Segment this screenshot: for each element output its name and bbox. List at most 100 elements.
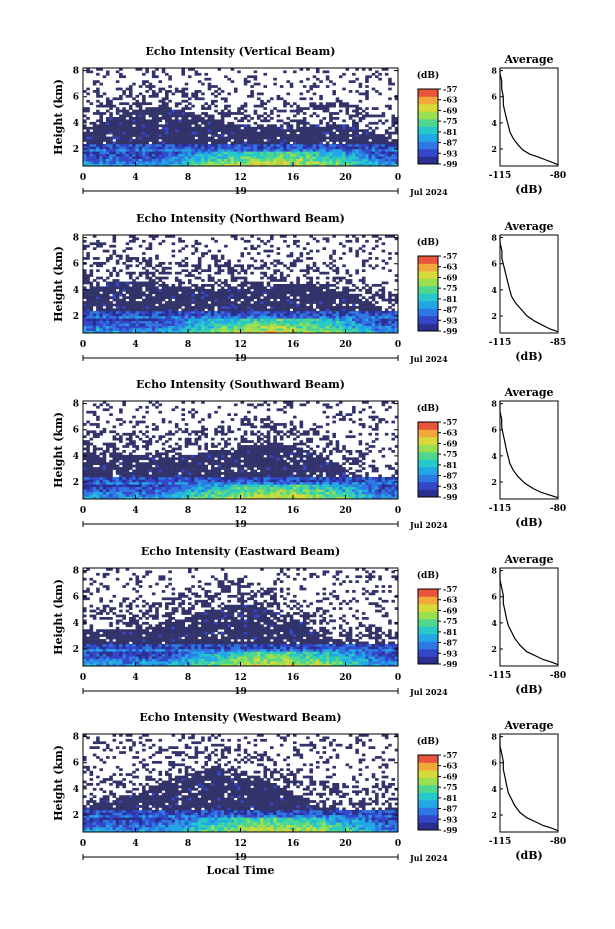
x-tick-label: 4: [132, 173, 138, 183]
date-label: Jul 2024: [409, 687, 448, 697]
average-y-tick-label: 8: [491, 399, 497, 409]
colorbar-swatch: [418, 785, 438, 793]
x-tick-label: 8: [185, 673, 191, 683]
colorbar-swatch: [418, 89, 438, 97]
average-y-tick-label: 8: [491, 233, 497, 243]
x-tick-label: 16: [287, 673, 300, 683]
x-tick-label: 0: [395, 839, 401, 849]
colorbar-tick-label: -81: [443, 127, 457, 137]
y-tick-label: 4: [73, 286, 79, 296]
colorbar-swatch: [418, 286, 438, 294]
colorbar-tick-label: -81: [443, 294, 457, 304]
average-x-tick-label: -115: [489, 671, 512, 681]
panel-title: Echo Intensity (Westward Beam): [139, 711, 341, 724]
day-label: 19: [234, 354, 247, 364]
date-label: Jul 2024: [409, 520, 448, 530]
y-tick-label: 6: [73, 260, 79, 270]
day-label: 19: [234, 687, 247, 697]
average-y-tick-label: 6: [491, 92, 497, 102]
colorbar-tick-label: -87: [443, 804, 457, 814]
colorbar-tick-label: -69: [443, 272, 458, 282]
x-tick-label: 12: [234, 340, 247, 350]
colorbar-swatch: [418, 815, 438, 823]
y-tick-label: 4: [73, 119, 79, 129]
y-tick-label: 2: [73, 312, 79, 322]
panel-title: Echo Intensity (Northward Beam): [136, 212, 345, 225]
x-tick-label: 20: [339, 173, 352, 183]
y-axis-label: Height (km): [52, 745, 65, 821]
colorbar-tick-label: -57: [443, 417, 457, 427]
colorbar-swatch: [418, 134, 438, 142]
y-tick-label: 2: [73, 478, 79, 488]
day-label: 19: [234, 853, 247, 863]
colorbar-tick-label: -87: [443, 305, 457, 315]
colorbar-swatch: [418, 278, 438, 287]
panel-2: Echo Intensity (Southward Beam) 2 4 6 8 Heigh…: [52, 378, 566, 530]
y-tick-label: 8: [73, 567, 79, 577]
x-tick-label: 16: [287, 173, 300, 183]
panel-3: Echo Intensity (Eastward Beam) 2 4 6 8 Height…: [52, 545, 566, 697]
panel-title: Echo Intensity (Vertical Beam): [145, 45, 335, 58]
average-panel: Average 2 4 6 8 -115 -80 (dB): [489, 553, 566, 696]
average-profile-line: [499, 734, 559, 832]
x-tick-label: 12: [234, 506, 247, 516]
colorbar-tick-label: -63: [443, 95, 458, 105]
y-tick-label: 6: [73, 93, 79, 103]
average-y-tick-label: 8: [491, 566, 497, 576]
colorbar-tick-label: -57: [443, 84, 457, 94]
x-tick-label: 0: [80, 839, 86, 849]
colorbar-swatch: [418, 596, 438, 605]
colorbar-tick-label: -99: [443, 159, 458, 169]
colorbar-tick-label: -99: [443, 326, 458, 336]
average-y-tick-label: 8: [491, 732, 497, 742]
colorbar-swatch: [418, 119, 438, 127]
colorbar-swatch: [418, 263, 438, 272]
colorbar-tick-label: -57: [443, 750, 457, 760]
average-x-label: (dB): [515, 183, 542, 196]
colorbar-swatch: [418, 626, 438, 635]
average-profile-line: [499, 401, 559, 499]
panel-0: Echo Intensity (Vertical Beam) 2 4 6 8 Height…: [52, 45, 566, 197]
panel-title: Echo Intensity (Eastward Beam): [141, 545, 340, 558]
x-tick-label: 12: [234, 173, 247, 183]
colorbar-tick-label: -87: [443, 138, 457, 148]
average-x-label: (dB): [515, 849, 542, 862]
colorbar-tick-label: -75: [443, 782, 457, 792]
y-tick-label: 2: [73, 811, 79, 821]
colorbar-swatch: [418, 96, 438, 105]
colorbar-swatch: [418, 156, 438, 165]
colorbar-swatch: [418, 489, 438, 498]
colorbar-swatch: [418, 822, 438, 831]
average-frame: [499, 400, 559, 500]
colorbar-tick-label: -57: [443, 584, 457, 594]
average-panel: Average 2 4 6 8 -115 -85 (dB): [489, 220, 566, 363]
colorbar-swatch: [418, 429, 438, 438]
average-x-tick-label: -80: [550, 671, 566, 681]
average-profile-line: [499, 68, 559, 166]
colorbar-swatch: [418, 474, 438, 483]
colorbar-tick-label: -75: [443, 283, 457, 293]
heatmap-cells: [83, 401, 399, 500]
average-frame: [499, 234, 559, 334]
average-y-tick-label: 4: [491, 784, 497, 794]
date-label: Jul 2024: [409, 853, 448, 863]
colorbar-tick-label: -93: [443, 814, 458, 824]
colorbar-swatch: [418, 604, 438, 612]
heatmap-cells: [83, 235, 399, 334]
colorbar-swatch: [418, 589, 438, 597]
panel-4: Echo Intensity (Westward Beam) 2 4 6 8 Height…: [52, 711, 566, 877]
colorbar-tick-label: -93: [443, 648, 458, 658]
y-tick-label: 6: [73, 759, 79, 769]
colorbar-swatch: [418, 422, 438, 430]
colorbar-frame: [417, 754, 439, 831]
colorbar-tick-label: -99: [443, 659, 458, 669]
colorbar-tick-label: -99: [443, 825, 458, 835]
colorbar-tick-label: -93: [443, 315, 458, 325]
colorbar-swatch: [418, 619, 438, 627]
average-panel: Average 2 4 6 8 -115 -80 (dB): [489, 386, 566, 529]
x-tick-label: 8: [185, 340, 191, 350]
colorbar-tick-label: -93: [443, 148, 458, 158]
colorbar-swatch: [418, 634, 438, 642]
colorbar-swatch: [418, 271, 438, 279]
